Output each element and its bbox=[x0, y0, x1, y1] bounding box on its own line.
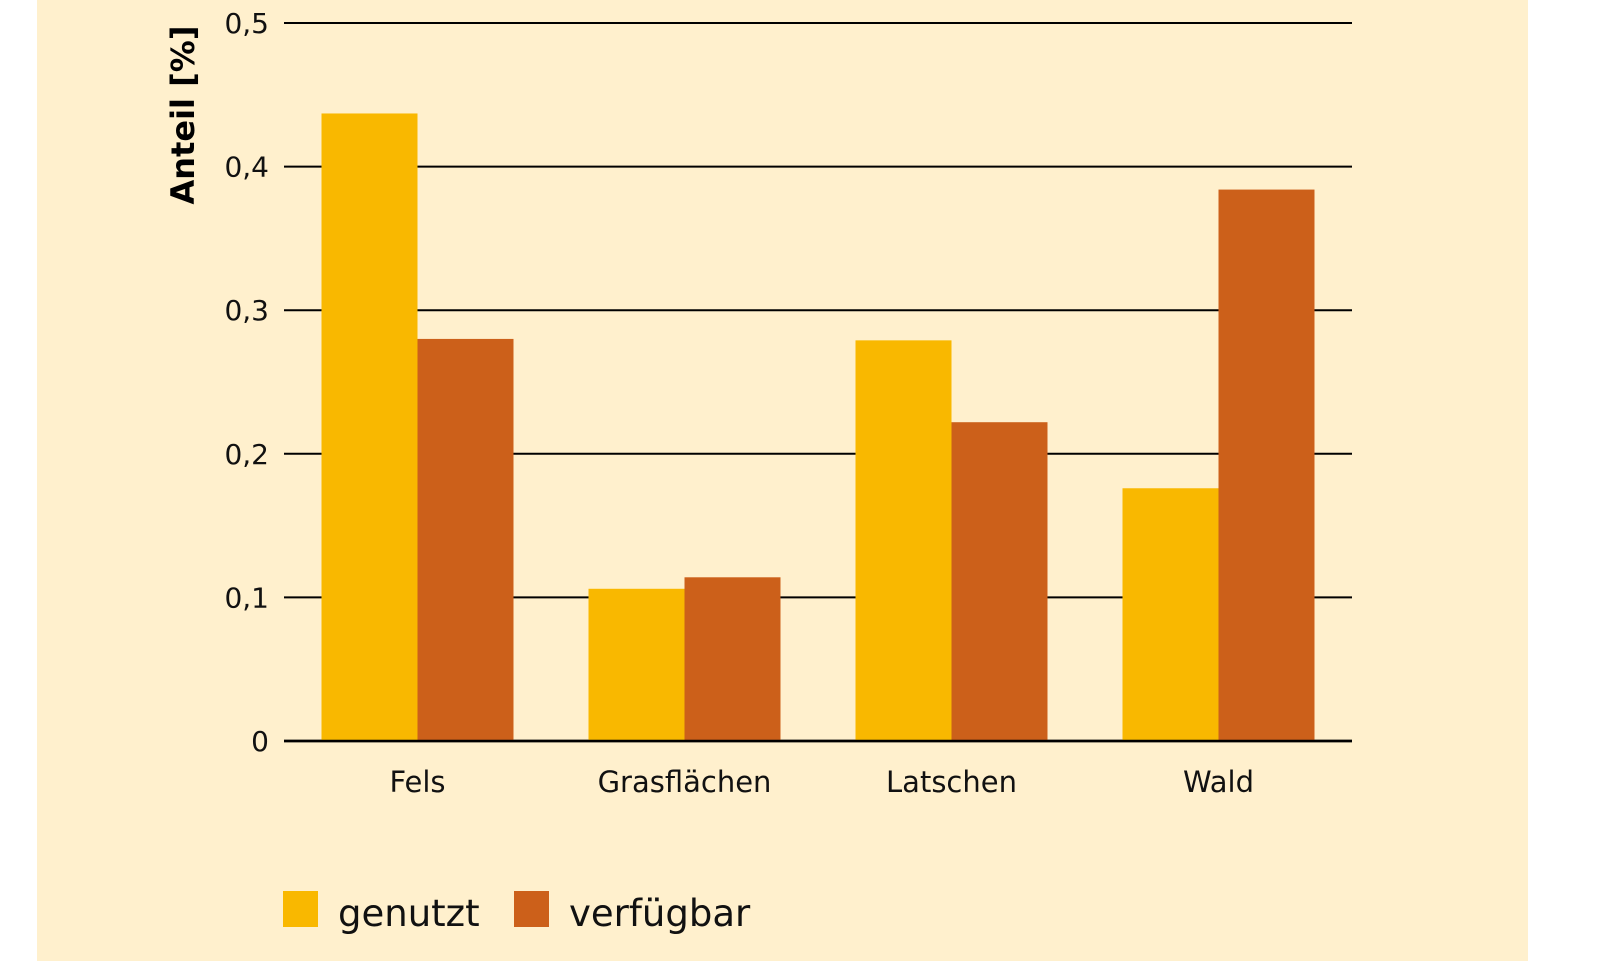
bar-genutzt-grasflchen bbox=[588, 588, 685, 741]
y-tick-label: 0 bbox=[251, 725, 269, 758]
bars bbox=[284, 113, 1352, 743]
x-category-label: Grasflächen bbox=[598, 765, 772, 799]
legend-label: verfügbar bbox=[569, 892, 751, 935]
bar-verfgbar-fels bbox=[417, 338, 514, 741]
chart-panel: 0 0,1 0,2 0,3 0,4 0,5 Fels Grasflächen Latschen… bbox=[37, 0, 1528, 961]
y-tick-label: 0,2 bbox=[224, 438, 269, 471]
y-tick-label: 0,5 bbox=[224, 7, 269, 40]
bar-verfgbar-latschen bbox=[951, 422, 1048, 741]
bar-genutzt-fels bbox=[321, 113, 418, 741]
y-tick-labels: 0 0,1 0,2 0,3 0,4 0,5 bbox=[224, 7, 269, 758]
y-tick-label: 0,3 bbox=[224, 294, 269, 327]
x-category-label: Fels bbox=[389, 765, 445, 799]
bar-verfgbar-grasflchen bbox=[684, 577, 781, 741]
x-category-label: Wald bbox=[1183, 765, 1254, 799]
bar-chart: 0 0,1 0,2 0,3 0,4 0,5 Fels Grasflächen Latschen… bbox=[37, 0, 1528, 961]
y-tick-label: 0,1 bbox=[224, 581, 269, 614]
x-category-label: Latschen bbox=[886, 765, 1017, 799]
legend: genutzt verfügbar bbox=[283, 891, 751, 935]
legend-swatch bbox=[283, 891, 318, 927]
legend-swatch bbox=[514, 891, 549, 927]
y-axis-label: Anteil [%] bbox=[164, 26, 202, 205]
legend-label: genutzt bbox=[338, 892, 480, 935]
bar-verfgbar-wald bbox=[1218, 189, 1315, 742]
x-category-labels: Fels Grasflächen Latschen Wald bbox=[389, 765, 1254, 799]
bar-genutzt-wald bbox=[1122, 488, 1219, 741]
y-tick-label: 0,4 bbox=[224, 151, 269, 184]
bar-genutzt-latschen bbox=[855, 340, 952, 741]
